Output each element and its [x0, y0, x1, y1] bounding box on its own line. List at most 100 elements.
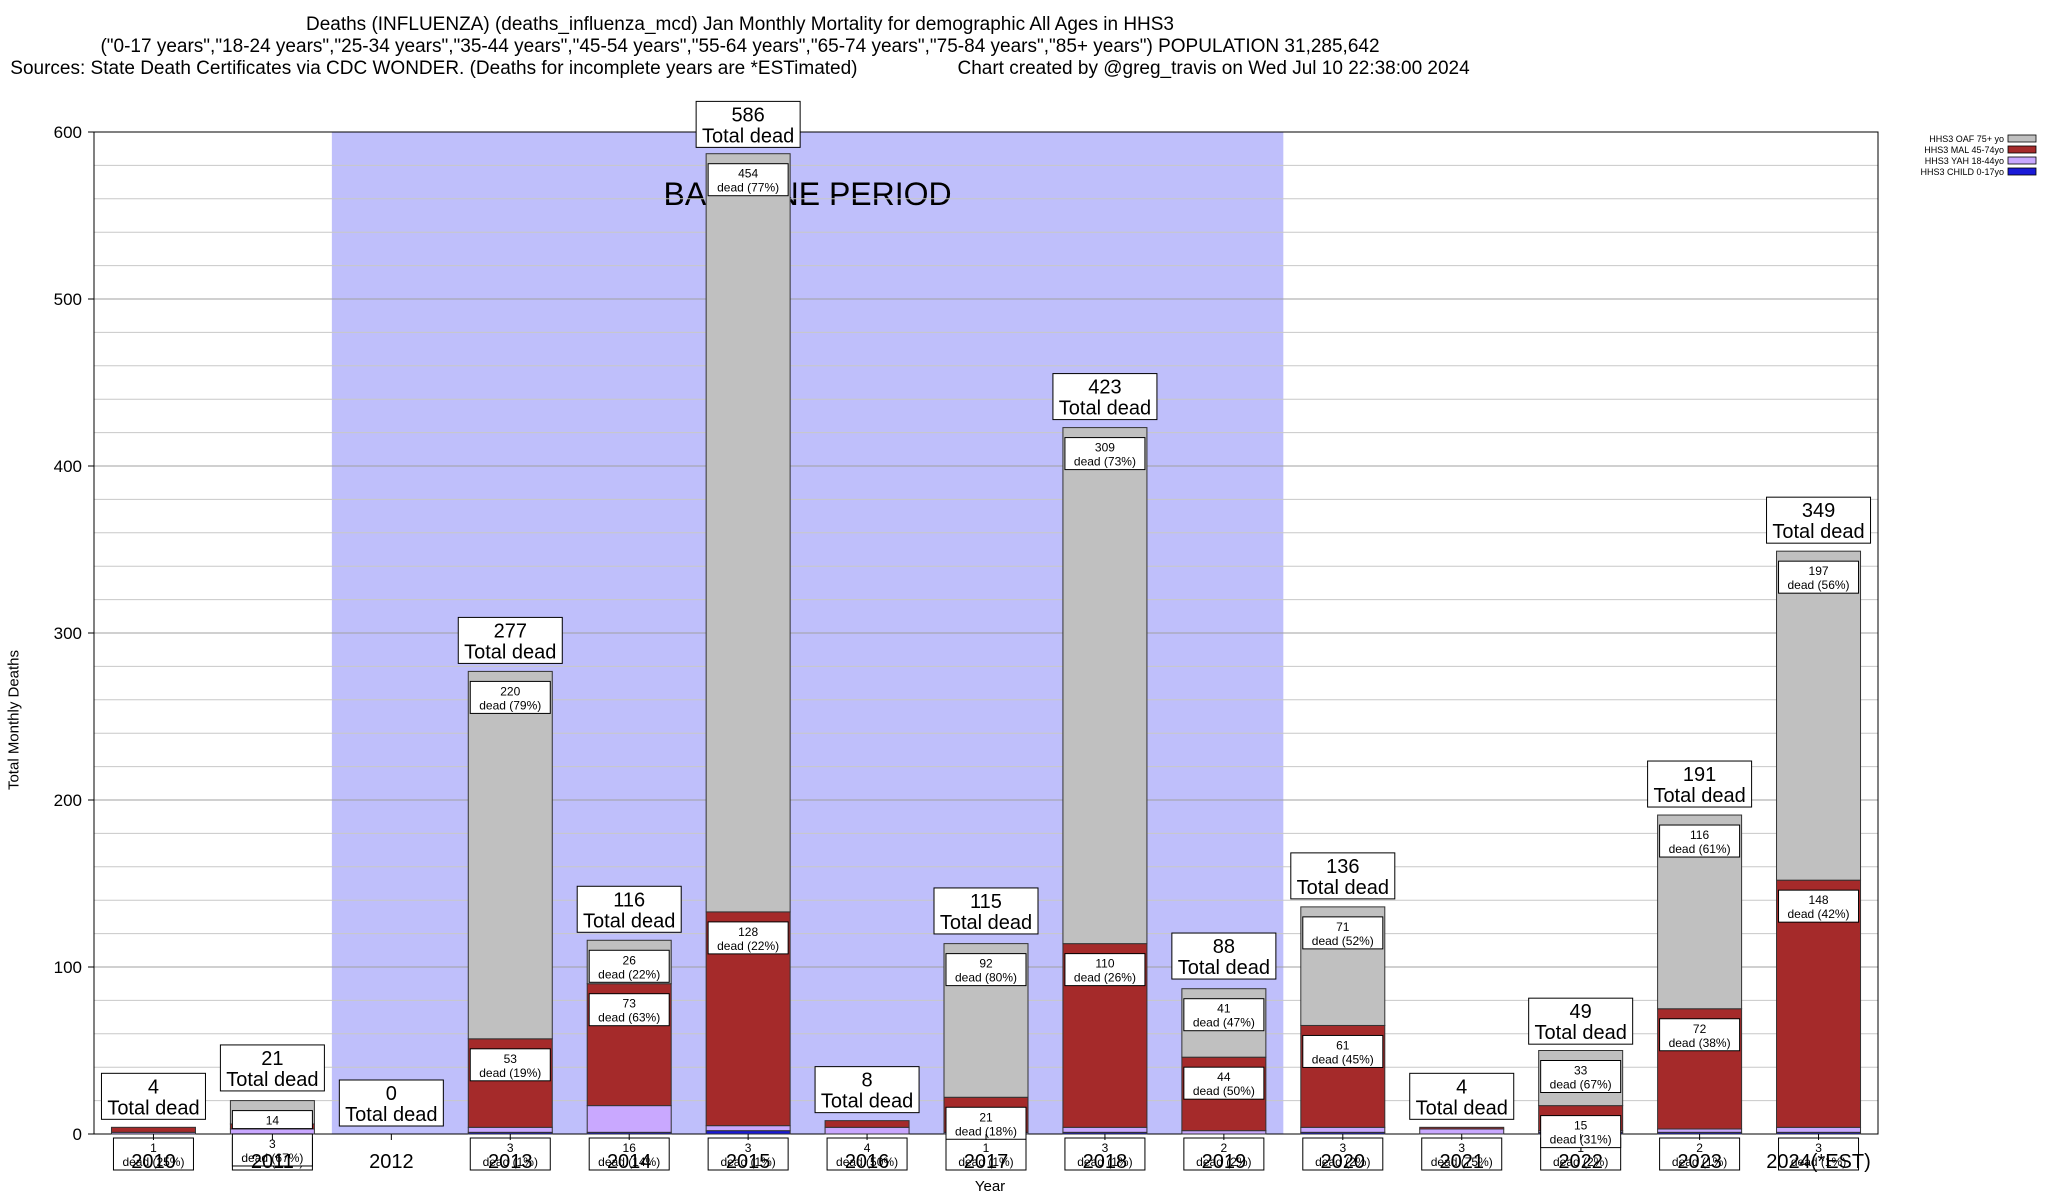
- total-label-box: [933, 887, 1039, 935]
- bar-segment: [705, 1125, 791, 1132]
- total-value: 8: [862, 1070, 873, 1092]
- total-label-box: [1290, 852, 1396, 900]
- total-value: 4: [148, 1076, 159, 1098]
- bar-segment: [110, 1126, 196, 1133]
- segment-label: 3: [507, 1141, 514, 1155]
- bar-segment: [1062, 1126, 1148, 1133]
- total-caption: Total dead: [821, 1091, 913, 1113]
- total-caption: Total dead: [1772, 521, 1864, 543]
- bar-segment: [1300, 1126, 1386, 1133]
- total-label-box: [576, 885, 682, 933]
- segment-label: dead (26%): [1074, 971, 1136, 985]
- y-tick-label: 600: [54, 123, 82, 142]
- total-value: 49: [1570, 1001, 1592, 1023]
- segment-label-box: [1302, 1034, 1384, 1068]
- total-label-box: [1647, 760, 1753, 808]
- x-tick-label: 2024(*EST): [1766, 1151, 1871, 1173]
- bar-segment: [467, 1126, 553, 1133]
- bar-segment: [229, 1128, 315, 1135]
- legend-swatch: [2007, 156, 2037, 165]
- bar-segment: [1419, 1126, 1505, 1130]
- segment-label-box: [707, 163, 789, 197]
- bar-segment: [1062, 427, 1148, 945]
- legend-swatch: [2007, 167, 2037, 176]
- segment-label: 4: [864, 1141, 871, 1155]
- segment-label: 197: [1809, 564, 1829, 578]
- segment-label: dead (14%): [598, 1155, 660, 1169]
- segment-label: dead (2%): [1315, 1155, 1370, 1169]
- segment-label: dead (38%): [1669, 1036, 1731, 1050]
- total-label-box: [695, 100, 801, 148]
- total-value: 116: [613, 889, 645, 911]
- segment-label-box: [1064, 953, 1146, 987]
- total-label-box: [100, 1072, 206, 1120]
- legend-label: HHS3 MAL 45-74yo: [1924, 145, 2004, 155]
- segment-label: dead (1%): [1077, 1155, 1132, 1169]
- segment-label: dead (42%): [1788, 907, 1850, 921]
- x-tick-label: 2021: [1439, 1151, 1484, 1173]
- segment-label: 53: [504, 1052, 518, 1066]
- total-caption: Total dead: [226, 1069, 318, 1091]
- total-label-box: [1052, 373, 1158, 421]
- bar-segment: [824, 1120, 910, 1128]
- total-caption: Total dead: [1416, 1097, 1508, 1119]
- total-value: 88: [1213, 936, 1235, 958]
- segment-label: 15: [1574, 1119, 1588, 1133]
- segment-label: 148: [1809, 893, 1829, 907]
- segment-label-box: [1064, 1137, 1146, 1171]
- segment-label: 2: [1696, 1141, 1703, 1155]
- segment-label: 309: [1095, 441, 1115, 455]
- segment-label: dead (79%): [479, 698, 541, 712]
- legend-label: HHS3 OAF 75+ yo: [1929, 134, 2004, 144]
- segment-label-box: [1540, 1060, 1622, 1093]
- total-caption: Total dead: [702, 125, 794, 147]
- segment-label-box: [1183, 998, 1265, 1032]
- segment-label: 26: [623, 953, 637, 967]
- segment-label: dead (2%): [1553, 1155, 1608, 1169]
- segment-label-box: [231, 1110, 313, 1130]
- total-label-box: [219, 1044, 325, 1092]
- total-caption: Total dead: [107, 1097, 199, 1119]
- segment-label: dead (52%): [1312, 934, 1374, 948]
- segment-label: 33: [1574, 1064, 1588, 1078]
- bar-segment: [1776, 550, 1862, 881]
- segment-label-box: [469, 680, 551, 714]
- x-tick-label: 2018: [1083, 1151, 1128, 1173]
- segment-label-box: [1183, 1137, 1265, 1171]
- segment-label: 21: [979, 1110, 993, 1124]
- total-value: 423: [1088, 377, 1121, 399]
- segment-label: 1: [983, 1141, 990, 1155]
- segment-label-box: [1659, 1018, 1741, 1052]
- segment-label-box: [1778, 889, 1860, 923]
- total-value: 0: [386, 1083, 397, 1105]
- segment-label: dead (67%): [1550, 1078, 1612, 1092]
- total-caption: Total dead: [1178, 957, 1270, 979]
- total-value: 115: [970, 891, 1002, 913]
- chart-credit: Chart created by @greg_travis on Wed Jul…: [957, 58, 1470, 79]
- bar-segment: [1657, 1128, 1743, 1133]
- segment-label: 128: [738, 925, 758, 939]
- total-caption: Total dead: [1297, 877, 1389, 899]
- segment-label: 72: [1693, 1022, 1707, 1036]
- segment-label: 61: [1336, 1038, 1350, 1052]
- segment-label: 1: [150, 1141, 157, 1155]
- chart-subtitle: ("0-17 years","18-24 years","25-34 years…: [100, 36, 1380, 57]
- legend-label: HHS3 YAH 18-44yo: [1925, 156, 2004, 166]
- segment-label-box: [588, 993, 670, 1027]
- segment-label-box: [1064, 437, 1146, 471]
- total-caption: Total dead: [464, 641, 556, 663]
- y-tick-label: 200: [54, 791, 82, 810]
- y-tick-label: 0: [73, 1125, 82, 1144]
- chart-sources: Sources: State Death Certificates via CD…: [10, 58, 858, 79]
- total-label-box: [1528, 997, 1634, 1045]
- segment-label-box: [1540, 1115, 1622, 1149]
- segment-label: 16: [623, 1141, 637, 1155]
- legend-swatch: [2007, 145, 2037, 154]
- segment-label-box: [588, 1137, 670, 1171]
- segment-label: 220: [500, 684, 520, 698]
- legend-label: HHS3 CHILD 0-17yo: [1920, 167, 2004, 177]
- bar-segment: [467, 670, 553, 1040]
- segment-label-box: [1302, 916, 1384, 950]
- x-tick-label: 2013: [488, 1151, 533, 1173]
- segment-label: 3: [269, 1137, 276, 1151]
